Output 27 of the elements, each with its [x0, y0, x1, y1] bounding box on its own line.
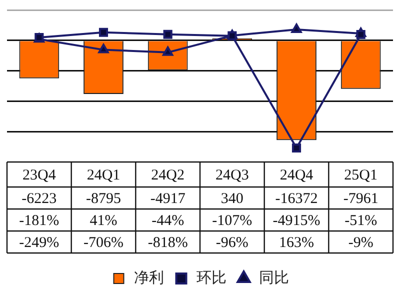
x-tick-label: 25Q1: [344, 167, 378, 184]
data-label: -107%: [212, 212, 252, 229]
x-tick-label: 24Q4: [280, 167, 314, 184]
data-label: -9%: [348, 234, 374, 251]
data-label: -7961: [343, 190, 378, 207]
data-label: -818%: [148, 234, 188, 251]
data-label: -96%: [216, 234, 248, 251]
x-tick-label: 24Q2: [151, 167, 185, 184]
data-label: 41%: [90, 212, 118, 229]
data-label: -4917: [150, 190, 186, 207]
x-tick-label: 23Q4: [22, 167, 56, 184]
data-label: -4915%: [272, 212, 320, 229]
data-label: -51%: [344, 212, 378, 229]
data-label: -8795: [86, 190, 121, 207]
legend-label: 净利: [134, 269, 164, 286]
data-label: -181%: [19, 212, 60, 229]
data-label: -249%: [19, 234, 60, 251]
legend-label: 环比: [196, 269, 226, 286]
legend-label: 同比: [258, 269, 289, 286]
data-label: -16372: [275, 190, 318, 207]
data-label: -706%: [84, 234, 124, 251]
data-label: 340: [220, 190, 244, 207]
x-tick-label: 24Q1: [86, 167, 120, 184]
data-label: 163%: [279, 234, 314, 251]
x-tick-label: 24Q3: [215, 167, 249, 184]
data-label: -6223: [22, 190, 57, 207]
data-label: -44%: [152, 212, 184, 229]
